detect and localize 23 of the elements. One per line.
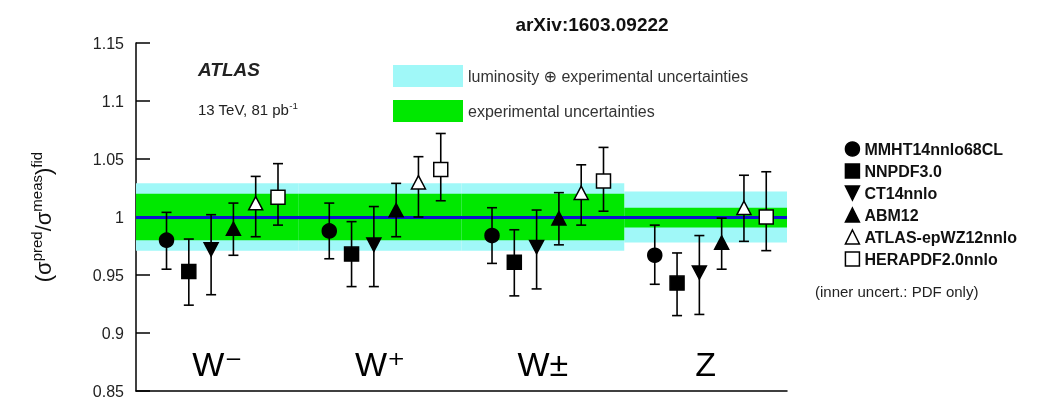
annotation: ATLAS (197, 59, 261, 80)
legend-label: luminosity ⊕ experimental uncertainties (468, 67, 749, 85)
y-tick-label: 1.05 (92, 150, 125, 168)
y-tick-label: 1.15 (92, 34, 125, 52)
y-tick-label: 0.85 (92, 382, 125, 400)
legend-label: ATLAS-epWZ12nnlo (864, 228, 1018, 246)
legend-label: experimental uncertainties (468, 102, 655, 120)
legend-label: MMHT14nnlo68CL (864, 140, 1004, 158)
x-tick-label: W± (517, 345, 569, 383)
y-tick-label: 1.1 (101, 92, 125, 110)
legend-label: HERAPDF2.0nnlo (864, 250, 998, 268)
y-tick-label: 0.95 (92, 266, 125, 284)
x-tick-label: Z (695, 345, 717, 383)
chart-title: arXiv:1603.09222 (515, 14, 669, 35)
legend-label: CT14nnlo (864, 184, 938, 202)
x-tick-label: W⁺ (355, 345, 406, 383)
text: (inner uncert.: PDF only) (815, 283, 979, 300)
y-axis-title: (σpred/σmeas)fid (28, 151, 56, 283)
legend-label: ABM12 (864, 206, 919, 224)
x-tick-label: W⁻ (192, 345, 243, 383)
legend-label: NNPDF3.0 (864, 162, 942, 180)
y-tick-label: 0.9 (101, 324, 125, 342)
y-tick-label: 1 (115, 208, 125, 226)
